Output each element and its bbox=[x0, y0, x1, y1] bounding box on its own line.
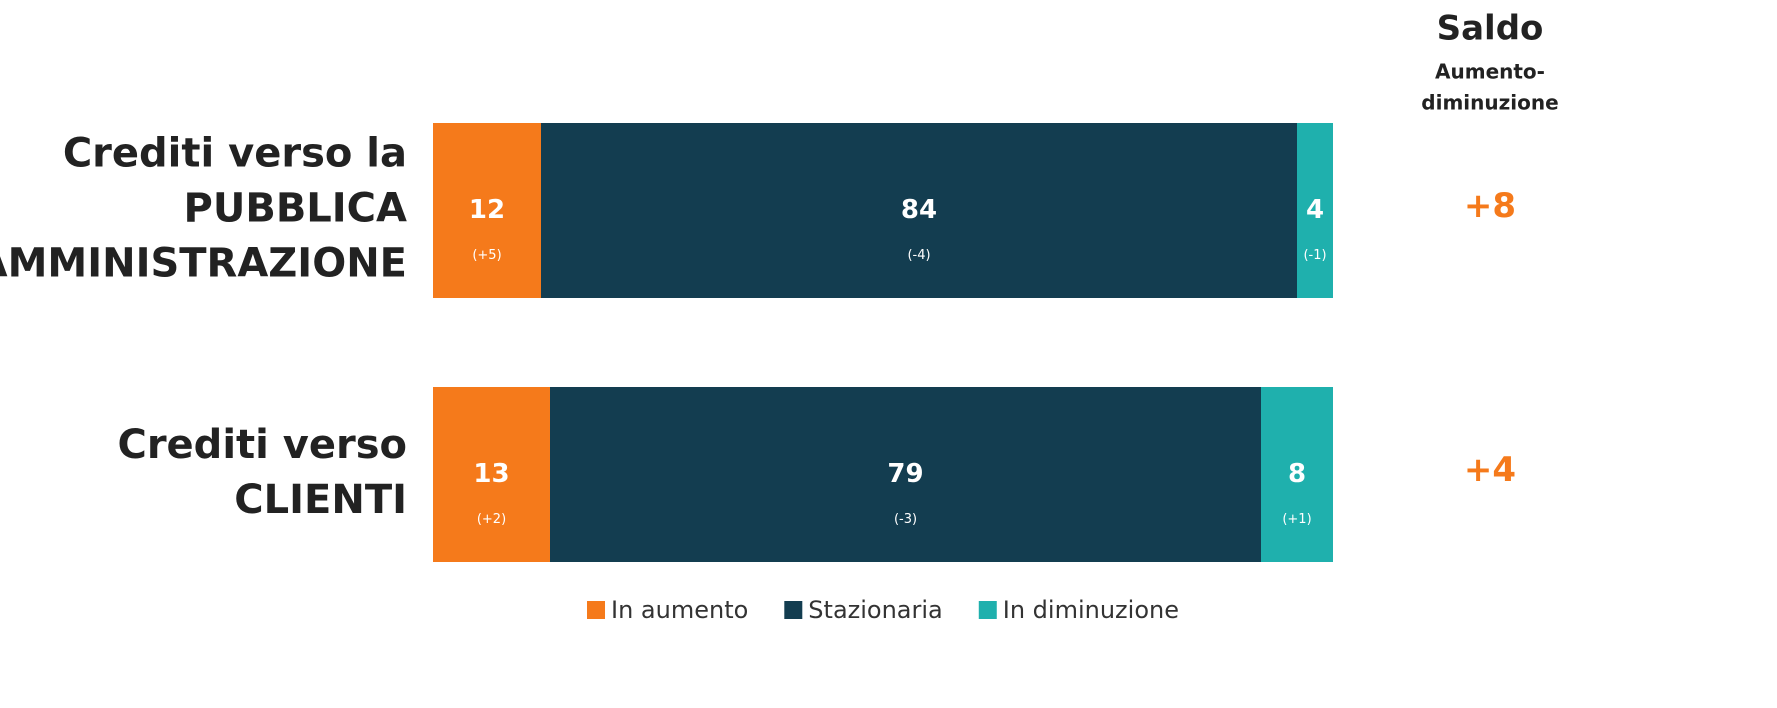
bar-segment bbox=[1261, 387, 1333, 562]
legend-swatch bbox=[978, 601, 997, 619]
change-label: (-4) bbox=[907, 248, 930, 263]
value-label: 4 bbox=[1306, 195, 1324, 225]
bar-segment bbox=[433, 387, 550, 562]
legend-swatch bbox=[587, 601, 606, 619]
bar-segment bbox=[550, 387, 1261, 562]
saldo-value: +4 bbox=[1464, 450, 1516, 490]
value-label: 79 bbox=[887, 459, 923, 489]
bar-segment bbox=[541, 123, 1297, 298]
change-label: (+2) bbox=[477, 512, 506, 527]
category-label: Crediti verso la bbox=[63, 131, 407, 177]
change-label: (-3) bbox=[894, 512, 917, 527]
category-label: PUBBLICA bbox=[184, 186, 408, 232]
bar-segment bbox=[433, 123, 541, 298]
change-label: (-1) bbox=[1303, 248, 1326, 263]
change-label: (+5) bbox=[472, 248, 501, 263]
category-label: CLIENTI bbox=[234, 477, 407, 523]
saldo-value: +8 bbox=[1464, 186, 1516, 226]
change-label: (+1) bbox=[1282, 512, 1311, 527]
saldo-title: Saldo bbox=[1437, 9, 1544, 49]
saldo-subtitle: diminuzione bbox=[1421, 91, 1558, 115]
legend-label: In diminuzione bbox=[1003, 596, 1179, 624]
legend-label: Stazionaria bbox=[808, 596, 942, 624]
legend-swatch bbox=[784, 601, 803, 619]
value-label: 13 bbox=[473, 459, 509, 489]
legend-label: In aumento bbox=[611, 596, 748, 624]
value-label: 8 bbox=[1288, 459, 1306, 489]
saldo-subtitle: Aumento- bbox=[1435, 60, 1545, 84]
value-label: 12 bbox=[469, 195, 505, 225]
category-label: AMMINISTRAZIONE bbox=[0, 241, 407, 287]
category-label: Crediti verso bbox=[117, 422, 407, 468]
value-label: 84 bbox=[901, 195, 937, 225]
bar-segment bbox=[1297, 123, 1333, 298]
